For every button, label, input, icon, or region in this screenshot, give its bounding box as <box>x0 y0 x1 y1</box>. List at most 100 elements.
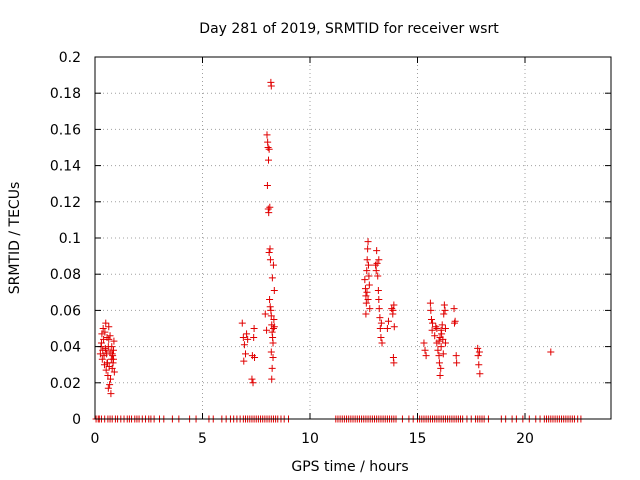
data-point <box>436 334 444 342</box>
data-point <box>376 325 384 332</box>
data-point <box>265 156 273 164</box>
y-tick-label: 0.06 <box>50 303 81 319</box>
y-tick-label: 0.1 <box>59 231 81 247</box>
data-point <box>361 285 369 293</box>
data-point <box>105 363 113 371</box>
data-point <box>102 319 110 327</box>
data-point <box>265 145 273 153</box>
data-point <box>105 335 113 343</box>
data-point <box>452 352 460 360</box>
x-tick-label: 20 <box>516 431 534 447</box>
data-point <box>103 334 111 342</box>
data-point <box>364 238 372 246</box>
data-point <box>450 305 458 313</box>
data-point <box>263 182 271 190</box>
data-point <box>251 353 259 361</box>
data-point <box>375 305 383 313</box>
data-point <box>361 276 369 284</box>
data-point <box>266 296 274 304</box>
data-point <box>365 272 373 280</box>
data-point <box>106 332 114 340</box>
grid-lines <box>95 57 611 419</box>
data-point <box>363 288 371 296</box>
data-point <box>269 353 277 361</box>
data-point <box>267 82 275 90</box>
data-point <box>108 364 116 372</box>
y-tick-label: 0.08 <box>50 267 81 283</box>
data-point <box>451 317 459 325</box>
data-point <box>267 348 275 356</box>
data-point <box>105 323 113 331</box>
data-point <box>441 339 449 347</box>
y-tick-label: 0.04 <box>50 340 81 356</box>
data-point <box>98 330 106 338</box>
data-point <box>390 301 398 309</box>
data-point <box>264 144 272 151</box>
data-point <box>372 261 380 269</box>
data-point <box>440 310 448 318</box>
data-point <box>428 326 436 334</box>
data-point <box>248 375 256 383</box>
data-point <box>363 256 371 264</box>
data-point <box>265 209 273 217</box>
data-point <box>270 315 278 323</box>
data-point <box>422 352 430 360</box>
data-point <box>375 296 383 304</box>
data-point <box>435 359 443 367</box>
data-point <box>263 131 271 139</box>
data-point <box>240 357 248 365</box>
data-point <box>372 267 380 275</box>
data-point <box>269 261 277 269</box>
data-point <box>104 372 112 380</box>
data-point <box>268 364 276 372</box>
data-point <box>377 319 385 327</box>
data-point <box>98 355 106 363</box>
data-point <box>265 248 273 256</box>
data-point <box>426 299 434 307</box>
data-point <box>238 319 246 327</box>
data-point <box>435 352 443 360</box>
data-point <box>103 359 111 367</box>
data-point <box>429 319 437 327</box>
data-point <box>110 337 118 345</box>
data-point <box>364 245 372 253</box>
data-point <box>389 306 397 314</box>
data-point <box>364 261 372 269</box>
data-point <box>475 348 483 356</box>
data-point <box>110 368 118 376</box>
data-point <box>547 348 555 356</box>
data-point <box>266 256 274 264</box>
y-axis-label: SRMTID / TECUs <box>7 182 23 295</box>
data-point <box>243 330 251 338</box>
data-point <box>102 346 110 354</box>
data-point <box>109 355 117 363</box>
data-point <box>436 372 444 380</box>
data-point <box>433 325 441 332</box>
data-point <box>375 256 383 264</box>
data-point <box>378 339 386 347</box>
x-tick-label: 0 <box>91 431 100 447</box>
data-point <box>431 332 439 340</box>
data-point <box>390 323 398 331</box>
data-point <box>239 334 247 342</box>
data-point <box>377 334 385 342</box>
data-point <box>373 259 381 267</box>
y-tick-label: 0.16 <box>50 122 81 138</box>
data-point <box>434 346 442 354</box>
data-point <box>384 317 392 325</box>
data-point <box>109 346 117 354</box>
data-point <box>106 381 114 389</box>
y-tick-label: 0 <box>72 412 81 428</box>
data-point <box>267 312 275 320</box>
data-point <box>268 274 276 282</box>
data-point <box>453 359 461 367</box>
y-tick-label: 0.14 <box>50 159 81 175</box>
data-point <box>474 352 482 360</box>
data-point <box>266 245 274 253</box>
x-tick-label: 15 <box>409 431 427 447</box>
data-point <box>435 337 443 345</box>
data-point <box>373 247 381 255</box>
data-point <box>96 350 104 358</box>
data-point <box>364 296 372 304</box>
